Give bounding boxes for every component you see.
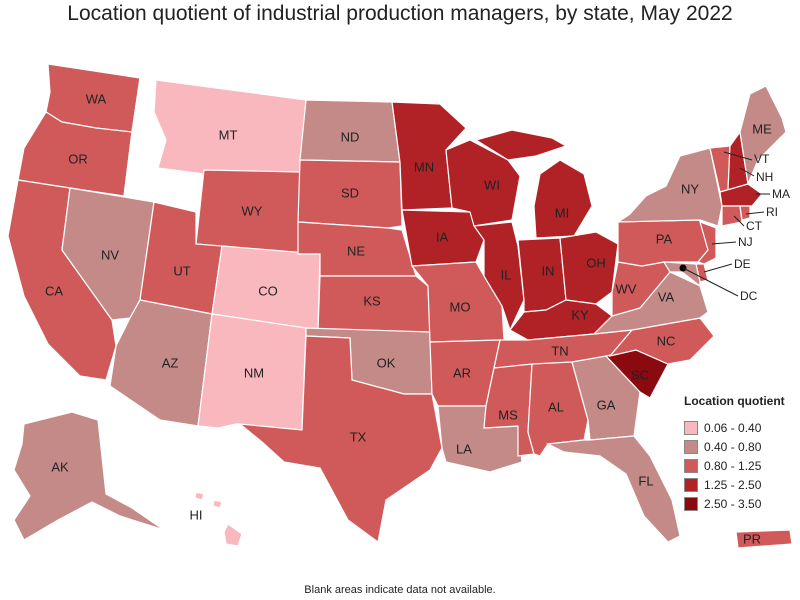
state-MO[interactable]: [410, 261, 505, 343]
state-HI[interactable]: [194, 491, 243, 547]
label-MO: MO: [450, 299, 471, 314]
legend-swatch: [684, 439, 698, 454]
label-IA: IA: [436, 229, 449, 244]
legend-label: 1.25 - 2.50: [704, 477, 762, 492]
label-PR: PR: [743, 531, 761, 546]
legend-item: 2.50 - 3.50: [684, 494, 794, 513]
label-CO: CO: [258, 283, 278, 298]
legend-swatch: [684, 496, 698, 511]
label-WY: WY: [242, 203, 263, 218]
state-MI[interactable]: [533, 159, 593, 239]
label-NJ: NJ: [738, 235, 753, 249]
legend-label: 0.80 - 1.25: [704, 458, 762, 473]
state-CT[interactable]: [721, 205, 743, 227]
leader-ri: [745, 211, 765, 215]
leader-de: [703, 263, 733, 273]
legend-item: 0.06 - 0.40: [684, 418, 794, 437]
label-VT: VT: [754, 152, 770, 166]
footnote: Blank areas indicate data not available.: [304, 584, 496, 596]
legend-label: 2.50 - 3.50: [704, 496, 762, 511]
legend-swatch: [684, 477, 698, 492]
label-AZ: AZ: [162, 355, 179, 370]
label-MS: MS: [498, 407, 518, 422]
state-TX[interactable]: [238, 335, 443, 544]
label-CA: CA: [45, 283, 63, 298]
label-SC: SC: [631, 367, 649, 382]
leader-vt: [723, 151, 753, 161]
label-TX: TX: [350, 429, 367, 444]
label-HI: HI: [190, 507, 203, 522]
leader-ct: [733, 215, 745, 227]
label-NM: NM: [244, 365, 264, 380]
label-ND: ND: [341, 129, 360, 144]
label-KY: KY: [571, 307, 589, 322]
label-NC: NC: [657, 333, 676, 348]
map-title: Location quotient of industrial producti…: [67, 2, 733, 25]
label-PA: PA: [656, 231, 673, 246]
label-LA: LA: [456, 441, 472, 456]
legend-label: 0.06 - 0.40: [704, 420, 762, 435]
label-NV: NV: [101, 247, 119, 262]
label-MA: MA: [772, 187, 790, 201]
label-AK: AK: [51, 459, 69, 474]
state-PR[interactable]: [735, 529, 793, 549]
state-MD[interactable]: [662, 261, 701, 288]
label-TN: TN: [551, 343, 568, 358]
label-SD: SD: [341, 185, 359, 200]
label-DE: DE: [734, 257, 751, 271]
label-MI: MI: [555, 205, 569, 220]
legend-rows: 0.06 - 0.40 0.40 - 0.80 0.80 - 1.25 1.25 - …: [684, 418, 794, 513]
state-SD[interactable]: [297, 159, 403, 229]
state-RI[interactable]: [739, 205, 751, 221]
legend-item: 1.25 - 2.50: [684, 475, 794, 494]
legend: Location quotient 0.06 - 0.40 0.40 - 0.80…: [684, 394, 794, 513]
legend-item: 0.80 - 1.25: [684, 456, 794, 475]
label-GA: GA: [597, 397, 616, 412]
legend-item: 0.40 - 0.80: [684, 437, 794, 456]
label-CT: CT: [746, 219, 763, 233]
label-WV: WV: [616, 281, 637, 296]
label-OR: OR: [68, 151, 88, 166]
leader-nh: [739, 167, 755, 177]
label-DC: DC: [740, 289, 758, 303]
leader-nj: [711, 241, 737, 245]
legend-swatch: [684, 420, 698, 435]
label-RI: RI: [766, 205, 778, 219]
label-ME: ME: [752, 121, 772, 136]
label-KS: KS: [363, 293, 381, 308]
label-MT: MT: [219, 127, 238, 142]
label-MN: MN: [414, 159, 434, 174]
leader-dc: [682, 267, 739, 297]
legend-label: 0.40 - 0.80: [704, 439, 762, 454]
label-OH: OH: [586, 255, 606, 270]
state-WI[interactable]: [445, 139, 521, 227]
state-AK[interactable]: [13, 411, 165, 541]
label-FL: FL: [638, 473, 653, 488]
state-IA[interactable]: [401, 209, 485, 267]
label-IN: IN: [542, 263, 555, 278]
state-MI-up[interactable]: [474, 129, 568, 161]
label-WA: WA: [86, 91, 107, 106]
label-OK: OK: [377, 355, 396, 370]
label-VA: VA: [658, 289, 675, 304]
label-NY: NY: [681, 181, 699, 196]
label-NE: NE: [347, 243, 365, 258]
legend-title: Location quotient: [684, 394, 785, 408]
legend-swatch: [684, 458, 698, 473]
state-MA[interactable]: [719, 183, 763, 207]
label-AR: AR: [453, 365, 471, 380]
label-WI: WI: [484, 177, 500, 192]
state-NY[interactable]: [615, 147, 723, 227]
state-FL[interactable]: [545, 435, 681, 543]
label-UT: UT: [173, 263, 190, 278]
label-IL: IL: [501, 267, 512, 282]
label-NH: NH: [756, 170, 773, 184]
label-AL: AL: [548, 399, 564, 414]
